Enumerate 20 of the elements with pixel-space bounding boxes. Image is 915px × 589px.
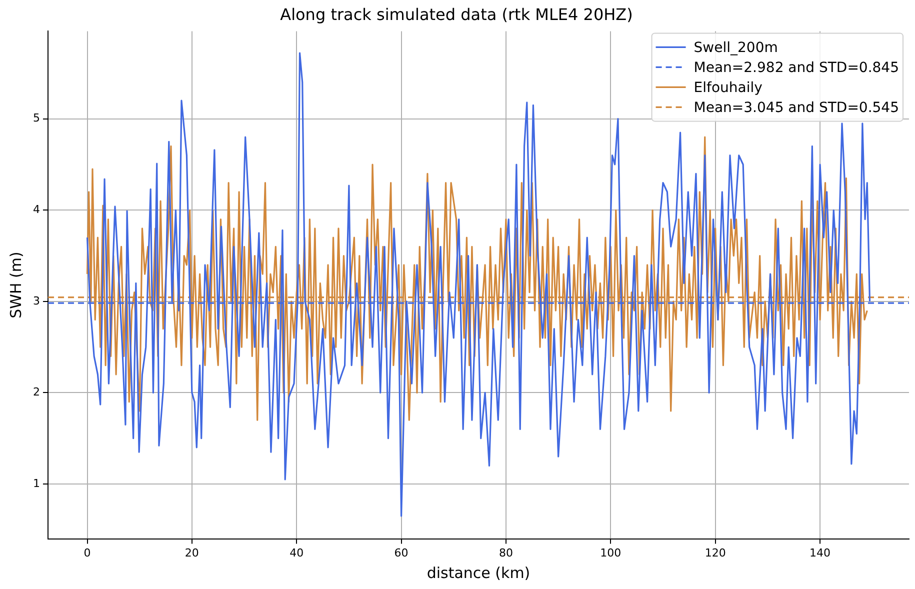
x-tick-label: 80	[498, 546, 513, 560]
x-tick-label: 20	[184, 546, 199, 560]
x-tick-label: 60	[394, 546, 408, 560]
legend-label: Mean=2.982 and STD=0.845	[694, 60, 900, 76]
x-tick-label: 100	[600, 546, 622, 560]
x-axis-title: distance (km)	[426, 564, 530, 582]
legend-label: Elfouhaily	[694, 80, 762, 96]
legend-label: Mean=3.045 and STD=0.545	[694, 100, 900, 116]
y-tick-label: 2	[33, 386, 40, 399]
y-tick-label: 3	[33, 294, 40, 308]
x-tick-label: 140	[810, 546, 831, 560]
y-tick-label: 5	[33, 112, 40, 125]
y-axis-title: SWH (m)	[6, 252, 25, 318]
y-tick-label: 4	[33, 202, 40, 216]
y-tick-label: 1	[33, 476, 40, 490]
x-tick-label: 0	[84, 546, 91, 560]
chart-title: Along track simulated data (rtk MLE4 20HZ)	[280, 4, 633, 24]
legend-label: Swell_200m	[694, 40, 778, 56]
x-tick-label: 120	[704, 546, 726, 560]
x-tick-label: 40	[290, 546, 304, 560]
